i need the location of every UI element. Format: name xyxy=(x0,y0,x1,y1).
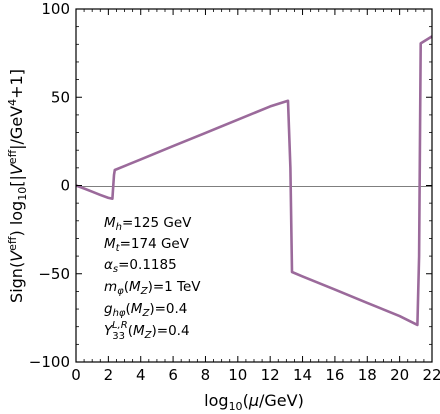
x-tick-label: 20 xyxy=(390,366,409,384)
y-tick-label: −100 xyxy=(29,353,70,371)
x-tick-label: 16 xyxy=(325,366,344,384)
x-tick-label: 22 xyxy=(422,366,440,384)
y-axis-title: Sign(Veff) log10[|Veff|/GeV4+1] xyxy=(6,69,29,303)
x-tick-label: 0 xyxy=(71,366,81,384)
plot-frame xyxy=(75,8,433,363)
y-tick-label: 0 xyxy=(60,177,70,195)
x-tick-label: 4 xyxy=(136,366,146,384)
annotation-mh: Mh=125 GeV xyxy=(104,215,192,233)
y-tick-label: 50 xyxy=(51,88,70,106)
x-tick-label: 12 xyxy=(261,366,280,384)
x-tick-label: 2 xyxy=(104,366,114,384)
y-tick-label: 100 xyxy=(41,0,70,18)
annotation-y33: Y33L,R(MZ)=0.4 xyxy=(104,320,190,342)
x-tick-label: 18 xyxy=(358,366,377,384)
annotation-mphi: mφ(MZ)=1 TeV xyxy=(104,279,201,297)
x-tick-label: 10 xyxy=(228,366,247,384)
annotation-mt: Mt=174 GeV xyxy=(104,236,190,254)
x-axis-title: log10(μ/GeV) xyxy=(204,391,304,413)
parameter-annotations: Mh=125 GeV Mt=174 GeV αs=0.1185 mφ(MZ)=1… xyxy=(104,215,201,342)
y-tick-label: −50 xyxy=(38,265,70,283)
annotation-ghphi: ghφ(MZ)=0.4 xyxy=(104,301,187,319)
series-line xyxy=(75,35,433,327)
x-tick-label: 14 xyxy=(293,366,312,384)
x-tick-label: 8 xyxy=(201,366,211,384)
x-tick-label: 6 xyxy=(168,366,178,384)
annotation-alpha: αs=0.1185 xyxy=(104,257,177,275)
